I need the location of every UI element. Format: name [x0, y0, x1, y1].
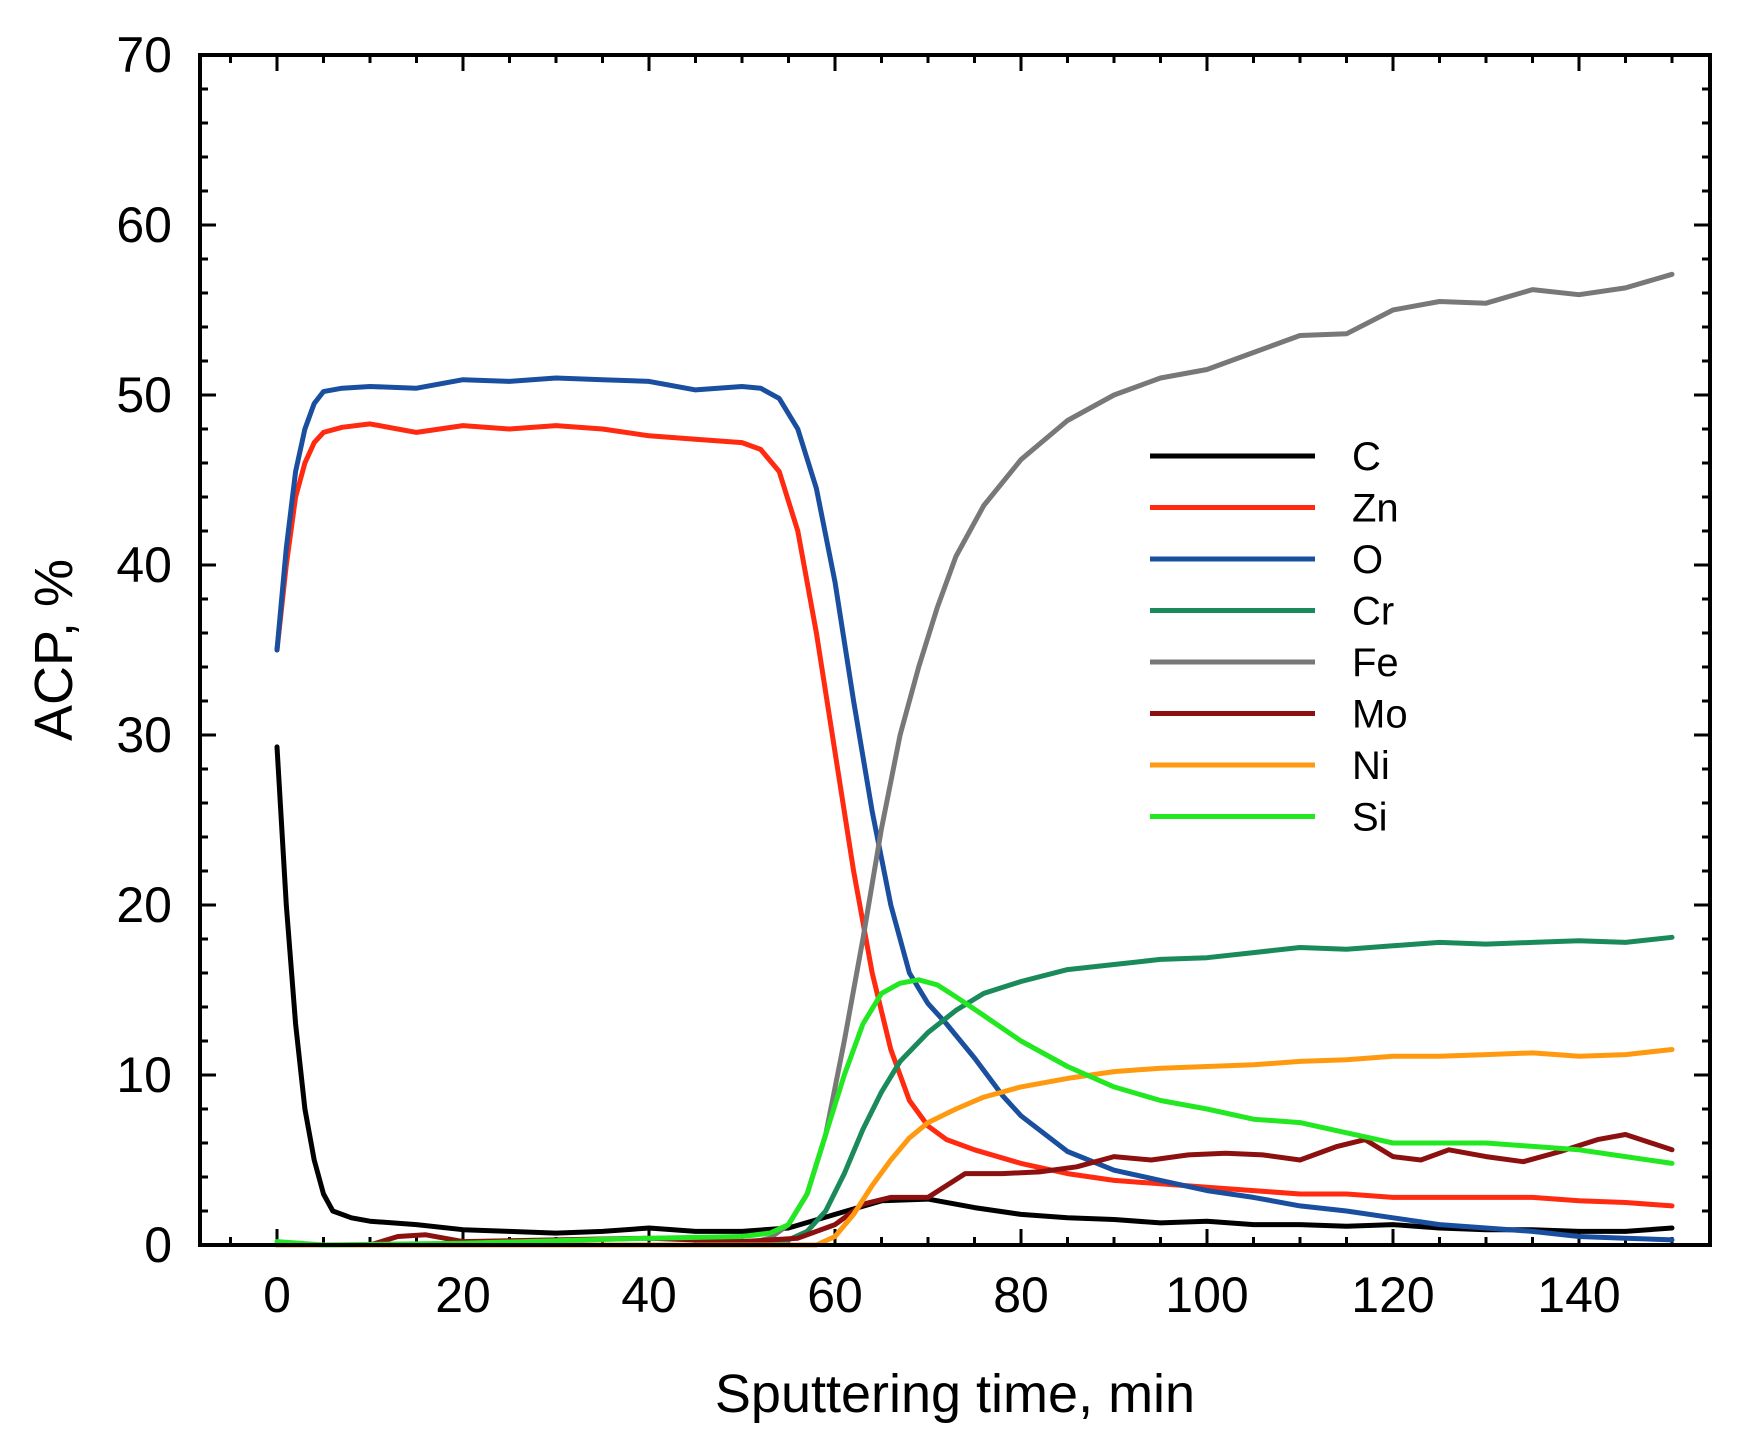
x-tick-label: 120 [1351, 1267, 1434, 1323]
series-line-zn [274, 421, 1675, 1209]
x-tick-labels: 0 20 40 60 80 100 120 140 [263, 1267, 1621, 1323]
series-line-cr [274, 934, 1675, 1248]
legend-label-mo: Mo [1352, 693, 1408, 737]
legend-label-fe: Fe [1352, 641, 1399, 685]
legend-label-c: C [1352, 435, 1381, 479]
legend-label-si: Si [1352, 796, 1388, 840]
x-tick-label: 0 [263, 1267, 291, 1323]
y-tick-label: 50 [116, 367, 172, 423]
y-tick-label: 40 [116, 537, 172, 593]
legend-label-o: O [1352, 538, 1383, 582]
x-tick-label: 40 [621, 1267, 677, 1323]
series-line-o [274, 375, 1675, 1243]
y-tick-label: 0 [144, 1217, 172, 1273]
legend-label-cr: Cr [1352, 590, 1394, 634]
plot-frame [198, 53, 1712, 1247]
y-tick-label: 10 [116, 1047, 172, 1103]
legend: C Zn O Cr Fe Mo Ni Si [1150, 435, 1408, 840]
series-group [274, 271, 1675, 1248]
series-line-c [274, 744, 1675, 1236]
legend-label-ni: Ni [1352, 744, 1390, 788]
y-tick-label: 20 [116, 877, 172, 933]
x-tick-label: 140 [1537, 1267, 1620, 1323]
legend-label-zn: Zn [1352, 487, 1399, 531]
y-tick-label: 70 [116, 27, 172, 83]
series-line-ni [274, 1047, 1675, 1248]
x-tick-label: 20 [435, 1267, 491, 1323]
x-tick-label: 100 [1165, 1267, 1248, 1323]
x-axis-title: Sputtering time, min [715, 1364, 1195, 1424]
x-tick-label: 80 [993, 1267, 1049, 1323]
y-tick-labels: 0 10 20 30 40 50 60 70 [116, 27, 172, 1273]
x-tick-label: 60 [807, 1267, 863, 1323]
series-line-si [274, 977, 1675, 1248]
y-tick-label: 60 [116, 197, 172, 253]
y-tick-label: 30 [116, 707, 172, 763]
y-axis-title: ACP, % [24, 559, 84, 741]
